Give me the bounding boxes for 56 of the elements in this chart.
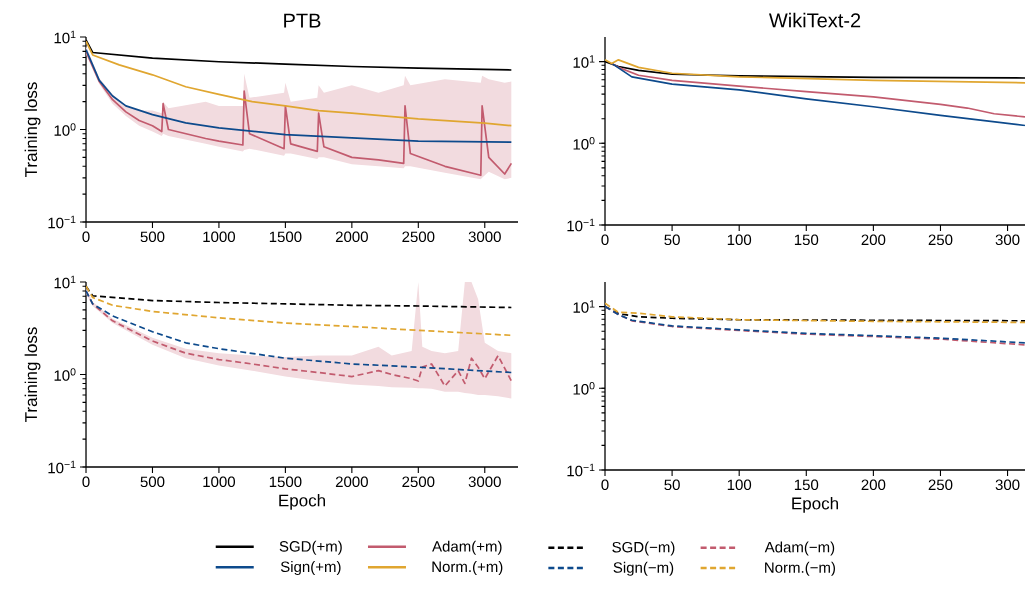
x-tick-label: 0	[601, 479, 609, 491]
x-axis-title: Epoch	[279, 494, 325, 510]
x-tick-label: 100	[727, 479, 752, 491]
x-tick-label: 50	[664, 234, 680, 246]
legend-label: SGD(−m)	[612, 541, 675, 556]
x-tick-label: 1500	[269, 231, 302, 243]
y-tick-label: 10$^{−1}$	[567, 463, 595, 477]
line-series	[86, 48, 513, 143]
x-tick-label: 250	[928, 234, 953, 246]
x-tick-label: 3000	[468, 476, 501, 488]
chart-title: WikiText-2	[768, 12, 861, 28]
x-tick-label: 0	[601, 234, 609, 246]
y-tick-label: 10$^{−1}$	[48, 460, 76, 474]
x-tick-label: 0	[82, 231, 90, 243]
legend-label: Adam(+m)	[432, 540, 502, 555]
line-series	[86, 285, 513, 337]
x-tick-label: 2500	[402, 231, 435, 243]
x-tick-label: 300	[995, 479, 1020, 491]
chart-title: PTB	[284, 13, 321, 28]
y-tick-label: 10$^{0}$	[573, 381, 595, 395]
y-axis-title: Training loss	[24, 82, 41, 177]
legend-label: Sign(−m)	[613, 561, 674, 576]
legend-label: Adam(−m)	[764, 541, 835, 556]
x-axis-title: Epoch	[792, 497, 838, 513]
x-tick-label: 100	[727, 234, 752, 246]
x-tick-label: 1000	[203, 231, 236, 243]
y-tick-label: 10$^{0}$	[54, 123, 76, 136]
legend-label: Norm.(+m)	[432, 561, 503, 576]
x-tick-label: 200	[861, 479, 886, 491]
x-tick-label: 500	[140, 476, 165, 488]
y-tick-label: 10$^{1}$	[573, 300, 595, 313]
x-tick-label: 0	[82, 476, 90, 488]
x-tick-label: 1000	[203, 476, 236, 488]
x-tick-label: 2500	[402, 476, 435, 488]
x-tick-label: 3000	[468, 231, 501, 243]
x-tick-label: 2000	[335, 231, 368, 243]
x-tick-label: 300	[995, 234, 1020, 246]
x-tick-label: 150	[794, 234, 819, 246]
x-tick-label: 50	[664, 479, 680, 491]
y-tick-label: 10$^{−1}$	[567, 218, 595, 232]
legend-label: SGD(+m)	[279, 540, 342, 555]
x-tick-label: 2000	[335, 476, 368, 488]
legend-label: Sign(+m)	[280, 561, 341, 576]
x-tick-label: 150	[794, 479, 819, 491]
y-tick-label: 10$^{1}$	[54, 30, 76, 44]
y-tick-label: 10$^{0}$	[573, 136, 595, 150]
y-tick-label: 10$^{1}$	[54, 275, 76, 289]
x-tick-label: 500	[140, 231, 165, 243]
x-tick-label: 1500	[269, 476, 302, 488]
y-tick-label: 10$^{1}$	[573, 55, 595, 68]
y-tick-label: 10$^{−1}$	[48, 215, 76, 229]
y-axis-title: Training loss	[24, 327, 41, 422]
legend-label: Norm.(−m)	[765, 561, 836, 576]
y-tick-label: 10$^{0}$	[54, 368, 76, 381]
x-tick-label: 250	[928, 479, 953, 491]
x-tick-label: 200	[861, 234, 886, 246]
